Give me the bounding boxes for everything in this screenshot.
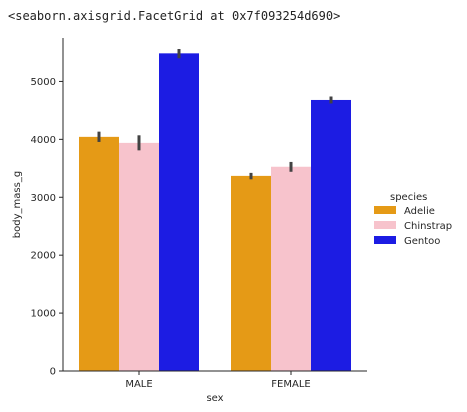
x-axis-label: sex xyxy=(206,393,223,404)
bar-adelie-male xyxy=(79,136,119,371)
output-text: <seaborn.axisgrid.FacetGrid at 0x7f09325… xyxy=(8,9,341,23)
y-tick-label: 4000 xyxy=(31,135,56,146)
y-tick-label: 1000 xyxy=(31,309,56,320)
bar-gentoo-male xyxy=(159,53,199,372)
bar-gentoo-female xyxy=(311,99,351,372)
bar-adelie-female xyxy=(231,175,271,371)
y-tick-label: 0 xyxy=(50,367,56,378)
y-tick-label: 5000 xyxy=(31,77,56,88)
y-axis-label: body_mass_g xyxy=(12,171,23,238)
x-tick-label: MALE xyxy=(125,379,152,390)
y-tick-label: 2000 xyxy=(31,251,56,262)
x-tick-label: FEMALE xyxy=(271,379,310,390)
legend-swatch-gentoo xyxy=(374,236,396,244)
legend-label-chinstrap: Chinstrap xyxy=(404,221,452,232)
legend-label-gentoo: Gentoo xyxy=(404,236,440,247)
bar-chinstrap-male xyxy=(119,142,159,371)
legend-swatch-chinstrap xyxy=(374,221,396,229)
y-tick-label: 3000 xyxy=(31,193,56,204)
legend-swatch-adelie xyxy=(374,206,396,214)
legend-label-adelie: Adelie xyxy=(404,206,435,217)
bar-chinstrap-female xyxy=(271,166,311,371)
legend-title: species xyxy=(390,192,427,203)
